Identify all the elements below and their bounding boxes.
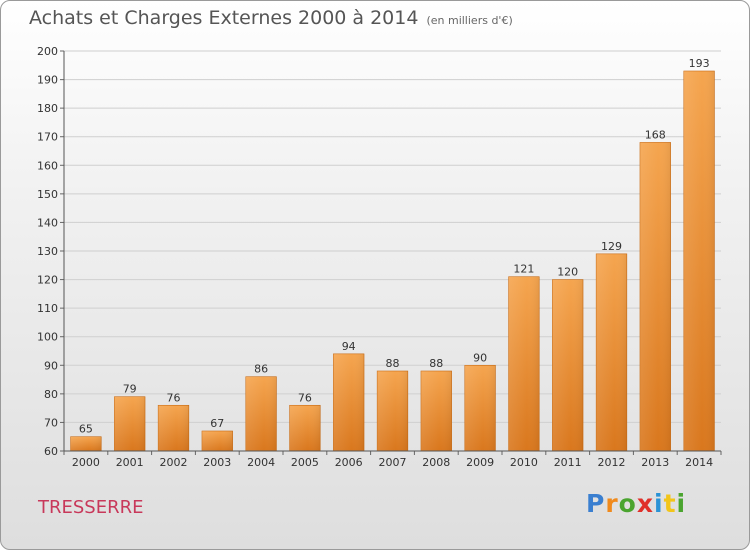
- value-label: 76: [298, 391, 312, 404]
- bar-shine: [377, 371, 408, 451]
- proxiti-logo[interactable]: Proxiti: [586, 489, 686, 518]
- y-axis-ticks: 60 70 80 90 100 110 120 130 140 150 160 170 180 190 20…: [37, 45, 64, 458]
- y-tick-label: 100: [37, 331, 58, 344]
- value-label: 90: [473, 351, 487, 364]
- bar-shine: [508, 276, 540, 451]
- y-tick-label: 80: [44, 388, 58, 401]
- x-tick-label: 2003: [203, 456, 231, 469]
- x-tick-label: 2013: [641, 456, 669, 469]
- bars: [70, 70, 715, 452]
- value-label: 86: [254, 363, 268, 376]
- y-tick-label: 60: [44, 445, 58, 458]
- logo-letter: P: [586, 489, 606, 518]
- x-tick-label: 2006: [335, 456, 363, 469]
- y-tick-label: 160: [37, 159, 58, 172]
- bar-shine: [596, 253, 627, 451]
- x-tick-label: 2011: [554, 456, 582, 469]
- x-tick-label: 2007: [379, 456, 407, 469]
- x-tick-label: 2005: [291, 456, 319, 469]
- x-tick-label: 2012: [598, 456, 626, 469]
- y-tick-label: 190: [37, 74, 58, 87]
- bar-shine: [70, 436, 102, 451]
- value-labels: 65 79 76 67 86 76 94 88 88 90 121 120 129 168 193: [79, 57, 710, 436]
- bar-shine: [333, 353, 365, 451]
- x-tick-label: 2004: [247, 456, 275, 469]
- y-tick-label: 70: [44, 416, 58, 429]
- bar-shine: [420, 371, 452, 451]
- value-label: 67: [210, 417, 224, 430]
- value-label: 76: [167, 391, 181, 404]
- value-label: 88: [386, 357, 400, 370]
- y-tick-label: 170: [37, 131, 58, 144]
- chart-title: Achats et Charges Externes 2000 à 2014: [29, 7, 419, 29]
- x-axis-ticks: 2000 2001 2002 2003 2004 2005 2006 2007 2008 2009…: [63, 451, 722, 469]
- value-label: 193: [689, 57, 710, 70]
- x-tick-label: 2014: [685, 456, 713, 469]
- value-label: 79: [123, 383, 137, 396]
- y-tick-label: 180: [37, 102, 58, 115]
- chart-title-block: Achats et Charges Externes 2000 à 2014 (e…: [29, 7, 513, 29]
- axes: [63, 51, 721, 452]
- x-tick-label: 2002: [160, 456, 188, 469]
- commune-name: TRESSERRE: [38, 497, 144, 518]
- value-label: 121: [513, 263, 534, 276]
- bar-shine: [464, 365, 496, 451]
- logo-letter: o: [618, 489, 637, 518]
- x-tick-label: 2008: [422, 456, 450, 469]
- bar-shine: [201, 431, 233, 451]
- bar-shine: [158, 405, 189, 451]
- x-tick-label: 2001: [116, 456, 144, 469]
- bar-shine: [245, 376, 277, 451]
- logo-letter: i: [654, 489, 664, 518]
- bar-shine: [683, 71, 715, 451]
- logo-letter: r: [605, 489, 619, 518]
- value-label: 88: [429, 357, 443, 370]
- x-tick-label: 2000: [72, 456, 100, 469]
- value-label: 168: [645, 128, 666, 141]
- y-tick-label: 90: [44, 359, 58, 372]
- y-tick-label: 140: [37, 216, 58, 229]
- chart-unit: (en milliers d'€): [426, 14, 513, 27]
- bar-shine: [289, 405, 321, 451]
- y-tick-label: 120: [37, 274, 58, 287]
- logo-letter: i: [676, 489, 687, 518]
- logo-letter: x: [636, 489, 654, 518]
- bar-shine: [639, 142, 671, 451]
- y-tick-label: 130: [37, 245, 58, 258]
- bar-shine: [552, 279, 584, 451]
- value-label: 65: [79, 423, 93, 436]
- y-tick-label: 200: [37, 45, 58, 58]
- value-label: 94: [342, 340, 356, 353]
- value-label: 129: [601, 240, 622, 253]
- y-tick-label: 150: [37, 188, 58, 201]
- x-tick-label: 2009: [466, 456, 494, 469]
- value-label: 120: [557, 266, 578, 279]
- y-tick-label: 110: [37, 302, 58, 315]
- bar-shine: [114, 396, 146, 451]
- logo-letter: t: [663, 489, 677, 518]
- x-tick-label: 2010: [510, 456, 538, 469]
